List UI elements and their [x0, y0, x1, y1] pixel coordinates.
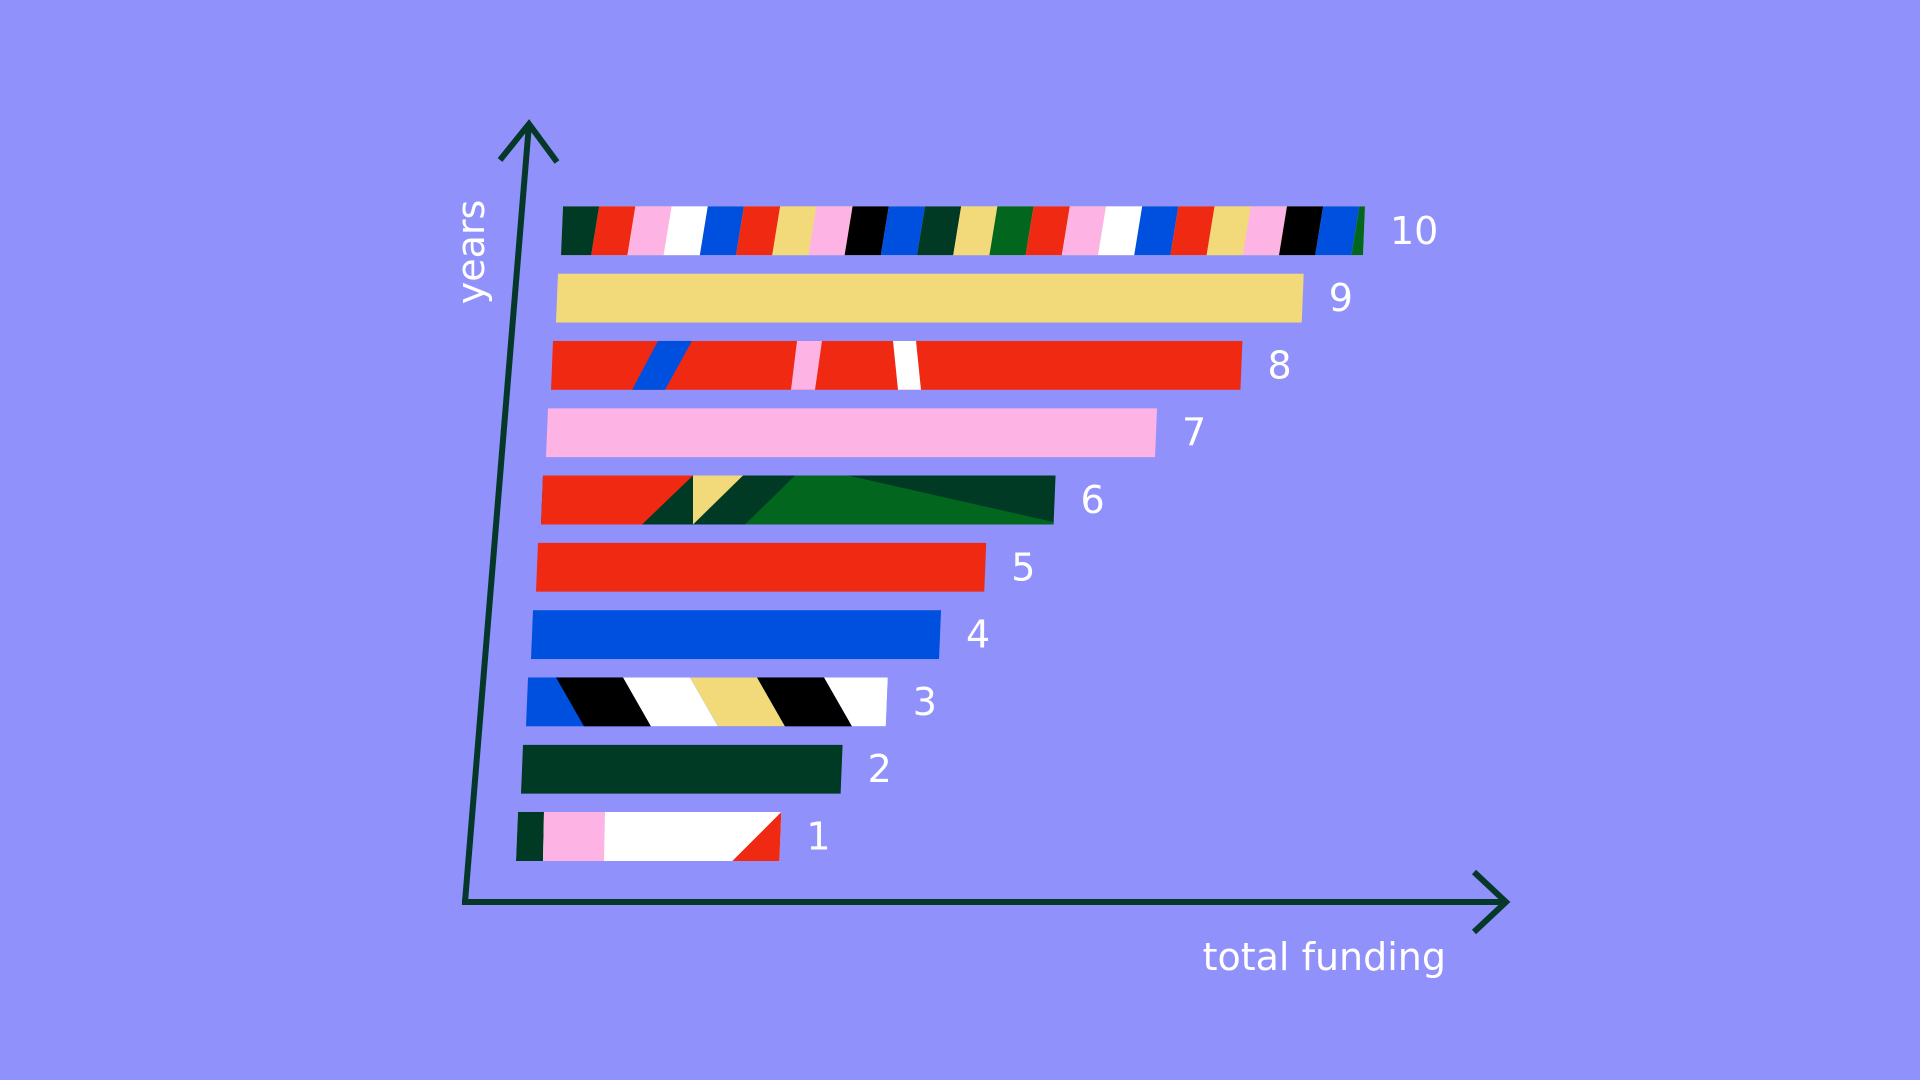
bar-label-3: 3	[913, 680, 937, 724]
bar-label-7: 7	[1182, 411, 1206, 455]
bar-label-2: 2	[868, 747, 892, 791]
bar-label-10: 10	[1390, 209, 1438, 253]
bar-stripe	[1025, 206, 1070, 256]
bar-segment	[791, 340, 822, 390]
x-axis	[462, 869, 1511, 935]
bar-label-5: 5	[1011, 545, 1035, 589]
x-axis-arrow-icon	[1471, 869, 1511, 935]
bar-stripe	[1351, 206, 1365, 256]
bar-2	[521, 744, 843, 794]
bar-label-8: 8	[1267, 343, 1291, 387]
bar-stripe	[690, 677, 785, 727]
bar-stripe	[561, 206, 600, 256]
bar-stripe	[1315, 206, 1360, 256]
bars	[516, 206, 1365, 861]
bar-label-1: 1	[806, 815, 830, 859]
bar-segment	[536, 542, 987, 592]
bar-segment	[546, 408, 1158, 458]
bar-label-6: 6	[1081, 478, 1105, 522]
bar-8	[551, 340, 1243, 390]
bar-stripe	[699, 206, 744, 256]
bar-stripe	[1098, 206, 1143, 256]
bar-stripe	[1242, 206, 1287, 256]
bar-7	[546, 408, 1158, 458]
y-axis-label: years	[449, 200, 493, 305]
bar-stripe	[1170, 206, 1215, 256]
bar-stripe	[917, 206, 962, 256]
bar-stripe	[1206, 206, 1251, 256]
bar-stripe	[989, 206, 1034, 256]
bar-segment	[745, 475, 1056, 525]
bar-stripe	[736, 206, 781, 256]
bar-9	[556, 273, 1304, 323]
bar-segment	[893, 340, 921, 390]
bar-stripe	[953, 206, 998, 256]
bar-segment	[516, 812, 544, 861]
bar-stripe	[757, 677, 852, 727]
bar-segment	[556, 273, 1304, 323]
bar-6	[541, 475, 1056, 525]
bar-segment	[732, 812, 782, 861]
bar-stripe	[824, 677, 888, 727]
bar-4	[531, 610, 942, 660]
bar-5	[536, 542, 987, 592]
bar-segment	[632, 340, 692, 390]
bar-stripe	[844, 206, 889, 256]
bar-stripe	[663, 206, 708, 256]
bar-3	[526, 677, 888, 727]
bar-segment	[543, 812, 605, 861]
bar-stripe	[591, 206, 636, 256]
bar-label-4: 4	[966, 613, 990, 657]
bar-1	[516, 812, 782, 861]
bar-segment	[541, 475, 693, 525]
bar-stripe	[556, 677, 651, 727]
bar-stripe	[627, 206, 672, 256]
bar-segment	[531, 610, 942, 660]
y-axis	[462, 119, 560, 903]
bar-segment	[693, 475, 743, 525]
bar-stripe	[623, 677, 718, 727]
bar-segment	[521, 744, 843, 794]
bar-label-9: 9	[1329, 276, 1353, 320]
y-axis-arrow-icon	[497, 119, 560, 164]
bar-stripe	[1279, 206, 1324, 256]
bar-stripe	[1061, 206, 1106, 256]
bar-stripe	[880, 206, 925, 256]
bar-stripe	[1134, 206, 1179, 256]
bar-stripe	[808, 206, 853, 256]
bar-stripe	[772, 206, 817, 256]
bar-10	[561, 206, 1365, 256]
x-axis-label: total funding	[1203, 935, 1446, 979]
